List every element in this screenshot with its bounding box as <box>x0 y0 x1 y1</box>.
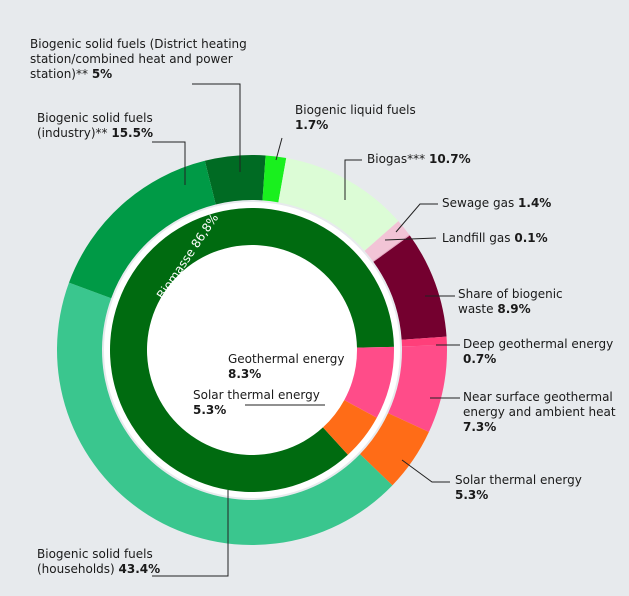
segment-name: Solar thermal energy <box>193 388 320 402</box>
segment-value: 7.3% <box>463 420 497 434</box>
segment-label: Landfill gas 0.1% <box>442 231 582 246</box>
segment-value: 0.1% <box>514 231 548 245</box>
segment-name: Landfill gas <box>442 231 511 245</box>
segment-label: Biogenic solid fuels (District heating s… <box>30 37 285 82</box>
callout-line <box>275 137 283 161</box>
segment <box>401 336 447 347</box>
segment-value: 43.4% <box>118 562 161 576</box>
segment <box>359 413 429 486</box>
segment-label: Near surface geothermal energy and ambie… <box>463 390 618 435</box>
segment <box>388 345 447 433</box>
segment-value: 5.3% <box>193 403 227 417</box>
outer-ring <box>56 155 447 545</box>
segment-label: Geothermal energy 8.3% <box>228 352 348 382</box>
segment <box>372 234 410 262</box>
segment-name: Biogenic solid fuels (District heating s… <box>30 37 247 81</box>
segment <box>56 282 393 545</box>
inner-ring <box>109 208 394 493</box>
callout-line <box>384 237 437 241</box>
segment <box>278 158 399 251</box>
segment <box>373 235 447 340</box>
segment-name: Biogenic liquid fuels <box>295 103 416 117</box>
segment <box>262 155 287 203</box>
callout-line <box>344 159 362 200</box>
segment-name: Near surface geothermal energy and ambie… <box>463 390 616 419</box>
segment-label: Biogenic liquid fuels 1.7% <box>295 103 430 133</box>
segment-value: 1.4% <box>518 196 552 210</box>
segment-name: Sewage gas <box>442 196 515 210</box>
callout-line <box>152 490 229 577</box>
segment-name: Biogenic solid fuels (households) <box>37 547 153 576</box>
segment-label: Solar thermal energy 5.3% <box>193 388 323 418</box>
segment-value: 8.3% <box>228 367 262 381</box>
segment-label: Share of biogenic waste 8.9% <box>458 287 583 317</box>
segment-name: Solar thermal energy <box>455 473 582 487</box>
segment-name: Geothermal energy <box>228 352 345 366</box>
ring-gap <box>104 202 400 498</box>
segment-value: 15.5% <box>111 126 153 140</box>
segment-label: Biogas*** 10.7% <box>367 152 507 167</box>
segment-label: Biogenic solid fuels (households) 43.4% <box>37 547 167 577</box>
segment-label: Biogenic solid fuels (industry)** 15.5% <box>37 111 167 141</box>
segment-value: 5% <box>91 67 113 81</box>
segment-label: Deep geothermal energy 0.7% <box>463 337 623 367</box>
segment-label: Sewage gas 1.4% <box>442 196 582 211</box>
callout-line <box>395 203 438 233</box>
segment-value: 8.9% <box>497 302 531 316</box>
callout-line <box>401 459 450 483</box>
segment <box>68 160 216 299</box>
segment-value: 5.3% <box>455 488 489 502</box>
callout-line <box>192 83 241 172</box>
segment-name: Biogas*** <box>367 152 426 166</box>
segment <box>344 346 394 418</box>
segment-label: Solar thermal energy 5.3% <box>455 473 595 503</box>
segment-value: 0.7% <box>463 352 497 366</box>
segment <box>204 155 266 205</box>
segment-value: 10.7% <box>428 152 471 166</box>
callout-line <box>152 141 186 185</box>
segment <box>322 400 377 455</box>
segment-name: Deep geothermal energy <box>463 337 614 351</box>
segment-name: Share of biogenic waste <box>458 287 563 316</box>
callouts <box>152 83 460 577</box>
segment <box>364 221 410 262</box>
segment-name: Biogenic solid fuels (industry)** <box>37 111 153 140</box>
segment-value: 1.7% <box>295 118 329 132</box>
